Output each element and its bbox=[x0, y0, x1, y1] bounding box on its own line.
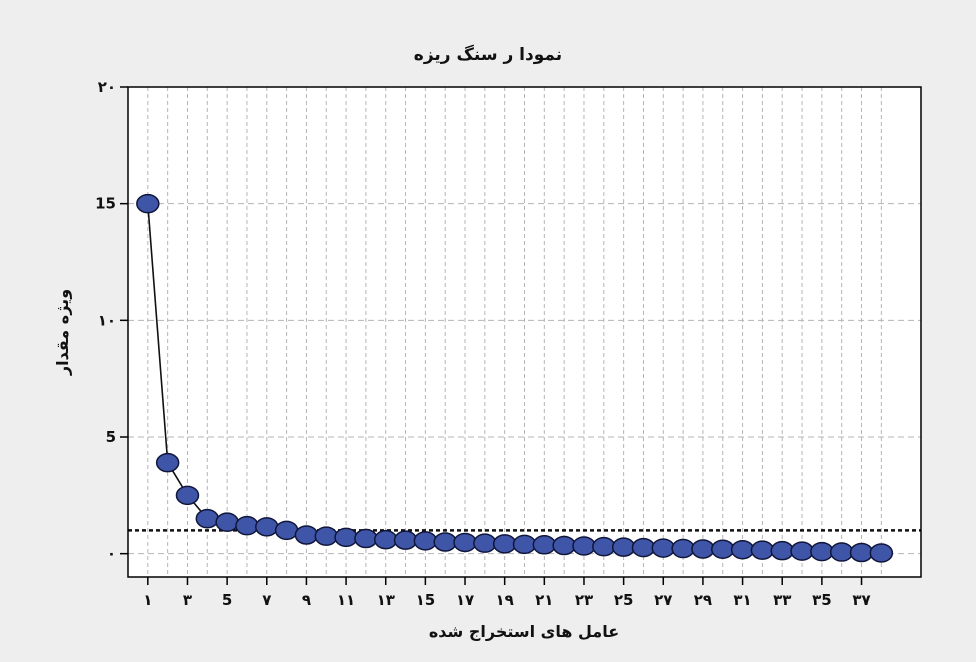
chart-title: نمودا ر سنگ ریزه bbox=[414, 44, 562, 65]
x-tick-label: ۱۳ bbox=[377, 591, 395, 609]
data-point bbox=[294, 525, 319, 545]
data-point bbox=[592, 536, 616, 557]
data-point bbox=[711, 539, 735, 559]
data-point bbox=[473, 533, 497, 553]
data-point bbox=[215, 512, 239, 532]
x-tick-label: ۳5 bbox=[812, 591, 832, 609]
data-point bbox=[869, 543, 894, 563]
x-tick-label: ۱۱ bbox=[337, 591, 355, 609]
y-axis-label: ویژه مقدار bbox=[53, 289, 72, 376]
data-point bbox=[552, 535, 576, 556]
data-point bbox=[750, 540, 775, 560]
data-point bbox=[512, 534, 537, 555]
plot-frame bbox=[127, 86, 922, 578]
x-tick-label: ۱5 bbox=[416, 591, 436, 609]
x-axis-label: عامل های استخراج شده bbox=[429, 622, 619, 641]
data-points-group bbox=[136, 193, 894, 563]
x-tick-label: ۱ bbox=[143, 591, 152, 609]
data-point bbox=[810, 541, 834, 562]
data-point bbox=[730, 539, 755, 560]
data-point bbox=[354, 528, 378, 549]
x-tick-label: ۱۷ bbox=[456, 591, 474, 609]
data-point bbox=[691, 539, 715, 559]
axes-group bbox=[127, 86, 922, 578]
x-tick-label: ۲۱ bbox=[535, 591, 553, 609]
x-tick-label: ۷ bbox=[262, 591, 271, 609]
data-point bbox=[136, 193, 160, 214]
data-point bbox=[611, 537, 636, 557]
data-point bbox=[631, 537, 656, 558]
y-tick-label: ۱۰ bbox=[98, 311, 116, 329]
x-tick-label: ۲5 bbox=[614, 591, 634, 609]
tick-marks-group bbox=[120, 86, 863, 585]
x-tick-label: ۲۳ bbox=[575, 591, 593, 609]
x-tick-label: ۳ bbox=[183, 591, 192, 609]
data-point bbox=[314, 526, 338, 546]
data-point bbox=[255, 517, 279, 537]
data-point bbox=[175, 485, 200, 506]
y-tick-label: 5 bbox=[106, 428, 116, 446]
data-point bbox=[195, 508, 220, 529]
tick-labels-group: ۱ ۳ 5 ۷ ۹ ۱۱ ۱۳ ۱5 ۱۷ ۱۹ ۲۱ ۲۳ ۲5 ۲۷ ۲۹ ۳۱ ۳۳ ۳5 ۳۷۰5۱۰15۲… bbox=[95, 78, 871, 609]
data-point bbox=[373, 529, 398, 550]
x-tick-label: ۹ bbox=[302, 591, 311, 609]
data-point bbox=[235, 515, 259, 536]
y-tick-label: 15 bbox=[95, 195, 116, 213]
x-tick-label: ۳۷ bbox=[852, 591, 870, 609]
data-point bbox=[790, 541, 814, 561]
data-point bbox=[532, 535, 557, 555]
x-tick-label: 5 bbox=[222, 591, 232, 609]
data-point bbox=[155, 452, 180, 473]
x-tick-label: ۲۷ bbox=[654, 591, 672, 609]
data-point bbox=[413, 531, 438, 551]
grid-lines bbox=[128, 86, 921, 577]
x-tick-label: ۲۹ bbox=[694, 591, 712, 609]
data-point bbox=[334, 527, 358, 548]
data-point bbox=[849, 542, 874, 563]
data-point bbox=[651, 538, 676, 558]
data-point bbox=[572, 536, 596, 556]
data-point bbox=[770, 540, 794, 561]
y-tick-label: ۰ bbox=[107, 545, 116, 563]
data-point bbox=[393, 530, 418, 550]
data-point bbox=[274, 520, 299, 541]
data-point bbox=[671, 538, 695, 559]
data-point bbox=[453, 532, 477, 553]
x-tick-label: ۳۳ bbox=[773, 591, 791, 609]
data-point bbox=[829, 542, 854, 562]
x-tick-label: ۱۹ bbox=[496, 591, 514, 609]
x-tick-label: ۳۱ bbox=[733, 591, 751, 609]
data-point bbox=[492, 534, 517, 554]
data-point bbox=[433, 532, 457, 552]
y-tick-label: ۲۰ bbox=[98, 78, 116, 96]
